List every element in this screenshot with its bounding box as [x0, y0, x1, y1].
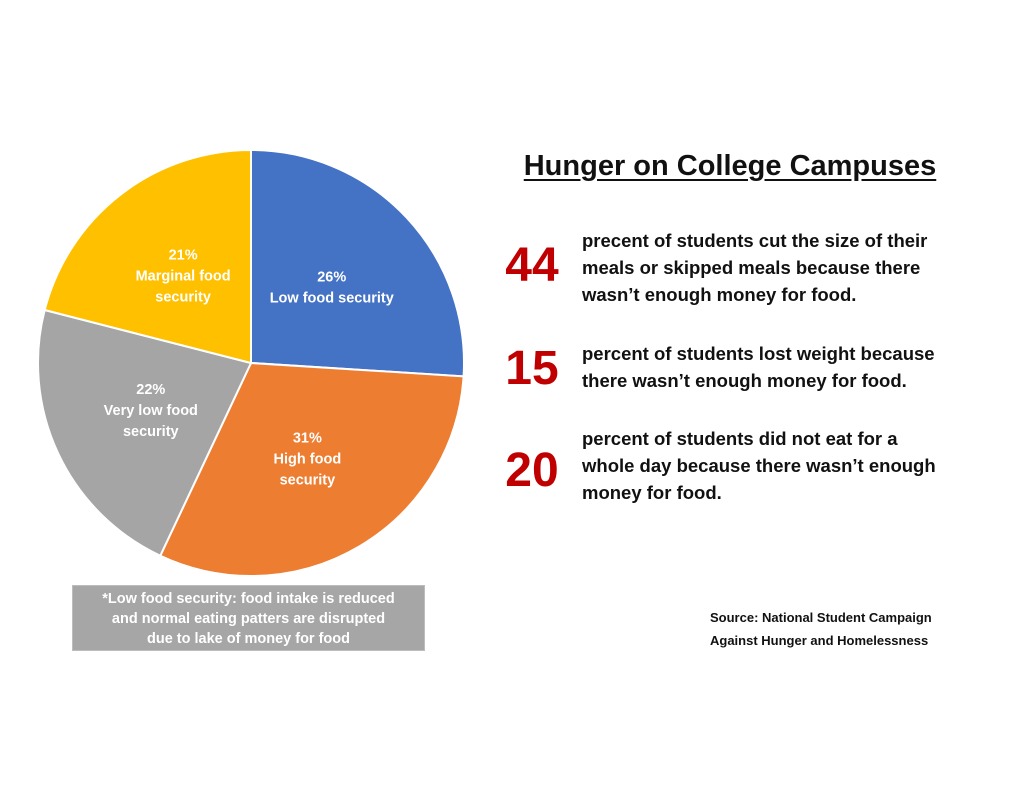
pie-slice-label: 21% Marginal food security: [136, 247, 231, 305]
stat-line: meals or skipped meals because there: [582, 257, 921, 278]
pie-slice-label: 31% High food security: [274, 430, 342, 488]
pie-slice-category: security: [155, 289, 211, 305]
pie-slice-label: 22% Very low food security: [104, 382, 198, 440]
pie-slice-category: Very low food: [104, 403, 198, 419]
stat-line: money for food.: [582, 482, 722, 503]
footnote-box: *Low food security: food intake is reduc…: [72, 585, 425, 651]
stat-description: precent of students cut the size of thei…: [582, 227, 927, 308]
pie-slice-percent: 26%: [317, 270, 346, 286]
pie-slice-percent: 31%: [293, 430, 322, 446]
pie-slice-percent: 21%: [169, 247, 198, 263]
pie-slice: [37, 308, 253, 558]
stat-block-20: 20 percent of students did not eat for a…: [500, 425, 1000, 505]
pie-slice-label: 26% Low food security: [270, 270, 394, 307]
pie-slice-labels: 26% Low food security 31% High food security…: [104, 247, 394, 488]
pie-slice-category: Marginal food: [136, 268, 231, 284]
stat-number: 20: [505, 444, 559, 497]
stat-line: there wasn’t enough money for food.: [582, 370, 907, 391]
pie-chart: 26% Low food security 31% High food security…: [37, 148, 465, 577]
stat-number: 44: [505, 239, 559, 292]
source-line: Source: National Student Campaign: [710, 610, 932, 625]
stat-line: percent of students lost weight because: [582, 343, 935, 364]
pie-slices: [37, 148, 465, 577]
stat-description: percent of students did not eat for a wh…: [582, 425, 936, 506]
pie-slice: [158, 361, 465, 577]
pie-slice-category: security: [123, 424, 179, 440]
stat-line: wasn’t enough money for food.: [582, 284, 857, 305]
stat-number: 15: [505, 342, 559, 395]
pie-slice-category: High food: [274, 451, 342, 467]
pie-slice: [43, 148, 252, 365]
source-line: Against Hunger and Homelessness: [710, 633, 929, 648]
footnote-line: *Low food security: food intake is reduc…: [102, 591, 395, 607]
stat-block-15: 15 percent of students lost weight becau…: [500, 340, 1000, 420]
pie-slice-category: security: [280, 472, 336, 488]
stat-line: whole day because there wasn’t enough: [582, 455, 936, 476]
stat-block-44: 44 precent of students cut the size of t…: [500, 227, 1000, 307]
pie-slice-percent: 22%: [136, 382, 165, 398]
stat-description: percent of students lost weight because …: [582, 340, 935, 394]
pie-slice: [250, 148, 465, 378]
source-citation: Source: National Student Campaign Agains…: [710, 606, 932, 652]
infographic-title: Hunger on College Campuses: [523, 150, 937, 182]
pie-slice-category: Low food security: [270, 291, 394, 307]
footnote-line: and normal eating patters are disrupted: [111, 611, 386, 627]
stat-line: percent of students did not eat for a: [582, 428, 898, 449]
footnote-line: due to lake of money for food: [146, 631, 350, 647]
stat-line: precent of students cut the size of thei…: [582, 230, 928, 251]
